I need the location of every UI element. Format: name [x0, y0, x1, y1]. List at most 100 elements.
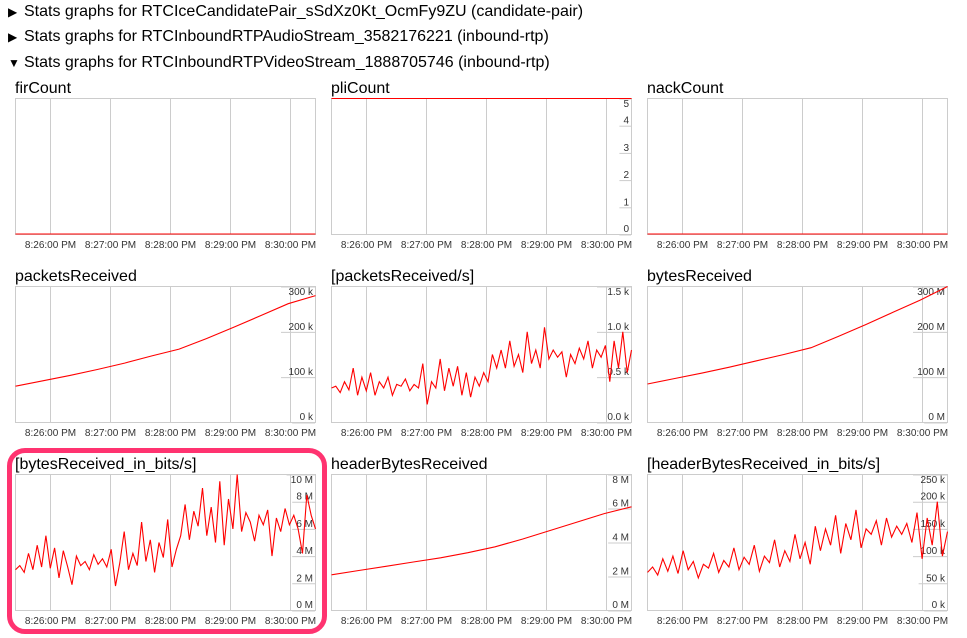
x-tick-label: 8:27:00 PM — [85, 616, 136, 627]
x-tick-label: 8:26:00 PM — [341, 616, 392, 627]
x-tick-label: 8:30:00 PM — [265, 616, 316, 627]
chart-canvas: 8:26:00 PM 8:27:00 PM 8:28:00 PM 8:29:00 PM… — [15, 474, 317, 627]
y-tick-label: 0 — [623, 224, 629, 235]
y-tick-label: 1 — [623, 197, 629, 208]
x-tick-label: 8:27:00 PM — [401, 240, 452, 251]
y-tick-label: 1.5 k — [607, 287, 630, 298]
y-tick-label: 2 — [623, 170, 629, 181]
x-tick-label: 8:30:00 PM — [581, 428, 632, 439]
plot-frame — [331, 286, 632, 423]
chart: [packetsReceived/s] 8:26:00 PM 8:27:00 PM 8… — [331, 268, 633, 440]
x-tick-label: 8:27:00 PM — [401, 428, 452, 439]
x-tick-label: 8:28:00 PM — [777, 240, 828, 251]
x-tick-label: 8:26:00 PM — [341, 240, 392, 251]
y-tick-label: 0 k — [300, 412, 314, 423]
section-toggle[interactable]: ▶ Stats graphs for RTCIceCandidatePair_sS… — [8, 2, 583, 22]
chart-title: firCount — [15, 80, 72, 97]
x-tick-label: 8:27:00 PM — [717, 240, 768, 251]
y-tick-label: 5 — [623, 99, 629, 110]
y-tick-label: 100 k — [921, 546, 946, 557]
y-tick-label: 0 M — [612, 600, 629, 611]
chart-canvas: 8:26:00 PM 8:27:00 PM 8:28:00 PM 8:29:00 PM… — [647, 286, 948, 439]
plot-frame — [15, 98, 316, 235]
plot-frame — [331, 474, 632, 611]
x-tick-label: 8:26:00 PM — [657, 240, 708, 251]
section-label: Stats graphs for RTCIceCandidatePair_sSd… — [24, 3, 584, 20]
series-line — [647, 501, 949, 580]
chart: pliCount 8:26:00 PM 8:27:00 PM 8:28:00 PM 8:… — [331, 80, 633, 252]
section-label: Stats graphs for RTCInboundRTPVideoStrea… — [24, 54, 550, 71]
x-tick-label: 8:30:00 PM — [897, 428, 948, 439]
y-tick-label: 100 M — [917, 367, 945, 378]
y-tick-label: 150 k — [921, 519, 946, 530]
plot-frame — [647, 474, 948, 611]
triangle-down-icon: ▼ — [8, 56, 20, 70]
chart-title: [bytesReceived_in_bits/s] — [15, 456, 197, 473]
series-line — [647, 286, 948, 385]
y-tick-label: 200 k — [289, 322, 314, 333]
chart-title: [headerBytesReceived_in_bits/s] — [647, 456, 881, 473]
y-tick-label: 1.0 k — [607, 322, 630, 333]
y-tick-label: 2 M — [296, 573, 313, 584]
x-tick-label: 8:29:00 PM — [837, 428, 888, 439]
y-tick-label: 4 — [623, 116, 629, 127]
plot-frame — [647, 98, 948, 235]
x-tick-label: 8:26:00 PM — [657, 428, 708, 439]
plot-frame — [647, 286, 948, 423]
x-tick-label: 8:29:00 PM — [205, 240, 256, 251]
series-line — [15, 474, 317, 587]
y-tick-label: 3 — [623, 143, 629, 154]
x-tick-label: 8:29:00 PM — [521, 616, 572, 627]
x-tick-label: 8:29:00 PM — [521, 428, 572, 439]
x-tick-label: 8:29:00 PM — [521, 240, 572, 251]
y-tick-label: 0 M — [296, 600, 313, 611]
chart-title: bytesReceived — [647, 268, 752, 285]
series-line — [331, 327, 633, 405]
y-tick-label: 250 k — [921, 475, 946, 486]
y-tick-label: 0.5 k — [607, 367, 630, 378]
chart-canvas: 8:26:00 PM 8:27:00 PM 8:28:00 PM 8:29:00 PM… — [331, 98, 632, 251]
x-tick-label: 8:29:00 PM — [205, 616, 256, 627]
chart-canvas: 8:26:00 PM 8:27:00 PM 8:28:00 PM 8:29:00 PM… — [15, 98, 316, 251]
y-tick-label: 200 M — [917, 322, 945, 333]
y-tick-label: 6 M — [612, 499, 629, 510]
plot-frame — [331, 98, 632, 235]
triangle-right-icon: ▶ — [8, 5, 18, 19]
y-tick-label: 0 k — [932, 600, 946, 611]
y-tick-label: 100 k — [289, 367, 314, 378]
chart-canvas: 8:26:00 PM 8:27:00 PM 8:28:00 PM 8:29:00 PM… — [647, 98, 948, 251]
chart-canvas: 8:26:00 PM 8:27:00 PM 8:28:00 PM 8:29:00 PM… — [331, 474, 632, 627]
y-tick-label: 4 M — [296, 546, 313, 557]
x-tick-label: 8:26:00 PM — [657, 616, 708, 627]
chart-title: [packetsReceived/s] — [331, 268, 475, 285]
section-label: Stats graphs for RTCInboundRTPAudioStrea… — [24, 28, 549, 45]
series-line — [15, 295, 316, 387]
x-tick-label: 8:30:00 PM — [265, 240, 316, 251]
x-tick-label: 8:30:00 PM — [581, 240, 632, 251]
chart: bytesReceived 8:26:00 PM 8:27:00 PM 8:28:00… — [647, 268, 949, 440]
x-tick-label: 8:27:00 PM — [85, 428, 136, 439]
x-tick-label: 8:30:00 PM — [897, 616, 948, 627]
chart: firCount 8:26:00 PM 8:27:00 PM 8:28:00 PM 8:… — [15, 80, 317, 252]
chart-canvas: 8:26:00 PM 8:27:00 PM 8:28:00 PM 8:29:00 PM… — [647, 474, 949, 627]
y-tick-label: 10 M — [291, 475, 313, 486]
y-tick-label: 8 M — [612, 475, 629, 486]
x-tick-label: 8:29:00 PM — [837, 616, 888, 627]
y-tick-label: 4 M — [612, 533, 629, 544]
x-tick-label: 8:28:00 PM — [145, 428, 196, 439]
y-tick-label: 300 k — [289, 287, 314, 298]
triangle-right-icon: ▶ — [8, 30, 18, 44]
chart: nackCount 8:26:00 PM 8:27:00 PM 8:28:00 PM 8… — [647, 80, 949, 252]
x-tick-label: 8:28:00 PM — [777, 428, 828, 439]
chart-title: packetsReceived — [15, 268, 137, 285]
series-line — [331, 506, 632, 576]
x-tick-label: 8:28:00 PM — [145, 240, 196, 251]
section-toggle[interactable]: ▼ Stats graphs for RTCInboundRTPVideoStre… — [8, 53, 550, 73]
x-tick-label: 8:28:00 PM — [461, 616, 512, 627]
x-tick-label: 8:26:00 PM — [25, 616, 76, 627]
x-tick-label: 8:27:00 PM — [401, 616, 452, 627]
section-toggle[interactable]: ▶ Stats graphs for RTCInboundRTPAudioStre… — [8, 27, 549, 47]
chart-canvas: 8:26:00 PM 8:27:00 PM 8:28:00 PM 8:29:00 PM… — [331, 286, 633, 439]
chart: headerBytesReceived 8:26:00 PM 8:27:00 PM 8… — [331, 456, 633, 628]
chart: [headerBytesReceived_in_bits/s] 8:26:00 P… — [647, 456, 949, 628]
